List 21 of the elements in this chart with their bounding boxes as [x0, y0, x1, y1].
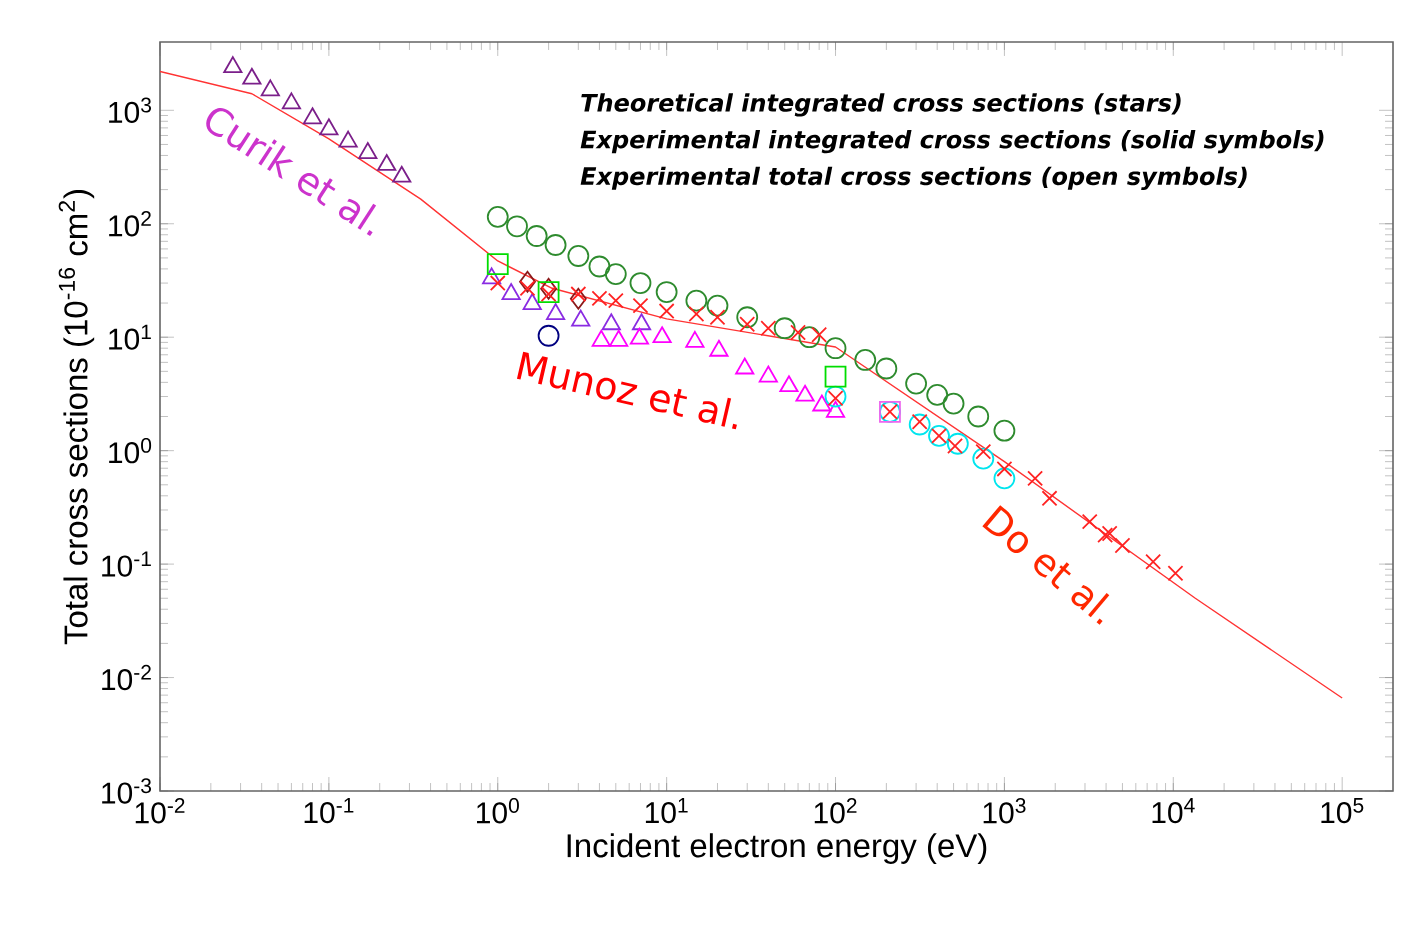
- y-axis-title: Total cross sections (10$^{-16}$ cm$^{2}$): [58, 189, 95, 645]
- y-tick-label: 10$^{0}$: [109, 437, 152, 464]
- annotation: Experimental total cross sections (open symbols): [580, 166, 1247, 191]
- x-tick-label: 10$^{-2}$: [135, 798, 185, 824]
- annotation: Experimental integrated cross sections (solid symbols): [580, 129, 1324, 154]
- y-tick-label: 10$^{3}$: [109, 97, 152, 123]
- y-tick-label: 10$^{1}$: [109, 324, 151, 350]
- x-tick-label: 10$^{0}$: [477, 798, 519, 824]
- x-tick-label: 10$^{5}$: [1321, 798, 1364, 824]
- annotation: Do et al.: [982, 505, 1110, 625]
- x-tick-label: 10$^{4}$: [1152, 798, 1195, 824]
- x-tick-label: 10$^{1}$: [645, 798, 688, 824]
- x-tick-label: 10$^{-1}$: [304, 798, 354, 824]
- x-tick-label: 10$^{2}$: [814, 798, 857, 824]
- y-tick-label: 10$^{2}$: [109, 211, 151, 237]
- x-axis-title: Incident electron energy (eV): [567, 833, 987, 864]
- annotation: Theoretical integrated cross sections (stars): [581, 93, 1181, 117]
- annotation: Munoz et al.: [516, 351, 737, 430]
- y-tick-label: 10$^{-1}$: [102, 551, 151, 577]
- x-tick-label: 10$^{3}$: [983, 798, 1026, 824]
- y-tick-label: 10$^{-2}$: [102, 664, 151, 691]
